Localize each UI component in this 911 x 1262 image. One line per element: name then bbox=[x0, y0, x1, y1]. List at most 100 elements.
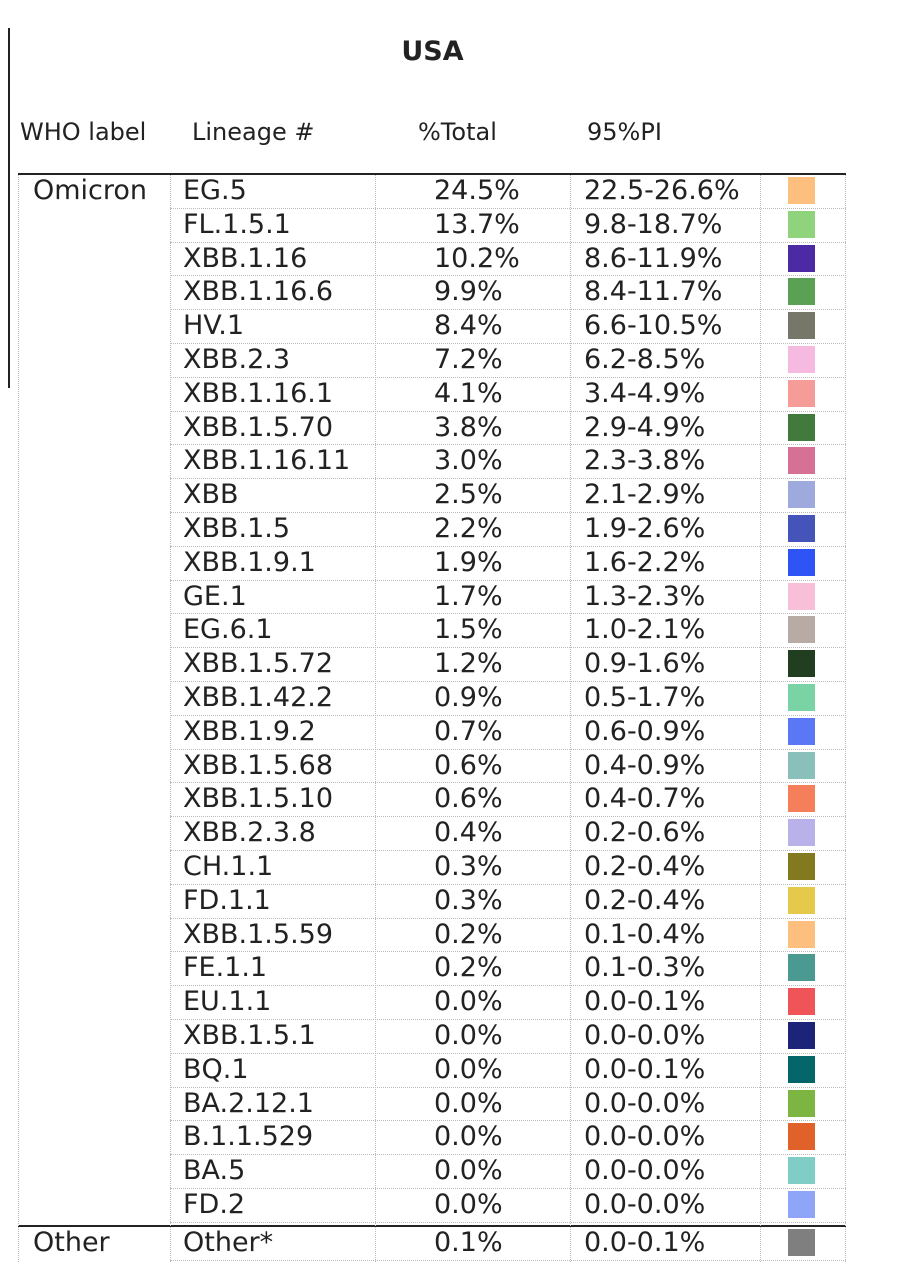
row-rule bbox=[170, 1259, 846, 1261]
row-rule bbox=[170, 951, 846, 953]
lineage: XBB.1.9.1 bbox=[183, 546, 316, 578]
interval: 0.0-0.0% bbox=[584, 1121, 706, 1153]
lineage: EG.5 bbox=[183, 175, 247, 206]
row-rule bbox=[170, 410, 846, 412]
group-rule bbox=[18, 1224, 846, 1227]
swatch bbox=[788, 548, 815, 576]
lineage: XBB.1.5 bbox=[183, 513, 291, 544]
row-rule bbox=[170, 883, 846, 885]
interval: 1.0-2.1% bbox=[584, 614, 706, 646]
interval: 0.1-0.4% bbox=[584, 918, 706, 950]
swatch bbox=[788, 988, 815, 1016]
swatch bbox=[788, 312, 815, 340]
swatch bbox=[788, 684, 815, 711]
lineage: FD.1.1 bbox=[183, 884, 271, 916]
swatch bbox=[788, 1123, 815, 1151]
interval: 0.0-0.0% bbox=[584, 1020, 706, 1051]
total: 0.0% bbox=[434, 986, 503, 1018]
lineage: XBB.1.5.59 bbox=[183, 918, 334, 950]
row-rule bbox=[170, 1154, 846, 1156]
interval: 0.4-0.9% bbox=[584, 749, 706, 781]
swatch bbox=[788, 717, 815, 745]
lineage: BQ.1 bbox=[183, 1053, 249, 1085]
swatch bbox=[788, 920, 815, 948]
total: 24.5% bbox=[434, 175, 520, 206]
total: 7.2% bbox=[434, 344, 503, 375]
row-rule bbox=[170, 1086, 846, 1088]
swatch bbox=[788, 1191, 815, 1218]
total: 9.9% bbox=[434, 276, 503, 308]
total: 8.4% bbox=[434, 310, 503, 342]
interval: 1.9-2.6% bbox=[584, 513, 706, 544]
total: 2.2% bbox=[434, 513, 503, 544]
total: 0.0% bbox=[434, 1189, 503, 1220]
row-rule bbox=[170, 647, 846, 649]
lineage: HV.1 bbox=[183, 310, 245, 342]
row-rule bbox=[170, 1120, 846, 1122]
row-rule bbox=[170, 985, 846, 987]
row-rule bbox=[170, 917, 846, 919]
lineage: XBB.1.5.68 bbox=[183, 749, 334, 781]
interval: 0.0-0.1% bbox=[584, 1226, 706, 1258]
interval: 0.4-0.7% bbox=[584, 783, 706, 815]
swatch bbox=[788, 785, 815, 813]
swatch bbox=[788, 582, 815, 610]
interval: 9.8-18.7% bbox=[584, 208, 723, 240]
row-rule bbox=[170, 343, 846, 344]
total: 0.0% bbox=[434, 1155, 503, 1187]
interval: 0.1-0.3% bbox=[584, 952, 706, 984]
lineage: XBB.2.3 bbox=[183, 344, 291, 375]
lineage: XBB.1.5.1 bbox=[183, 1020, 316, 1051]
row-rule bbox=[170, 579, 846, 581]
total: 0.3% bbox=[434, 851, 503, 882]
lineage: XBB.1.5.70 bbox=[183, 411, 334, 443]
total: 4.1% bbox=[434, 377, 503, 409]
column-rule bbox=[375, 175, 376, 1262]
interval: 1.3-2.3% bbox=[584, 580, 706, 612]
lineage: BA.2.12.1 bbox=[183, 1087, 314, 1119]
swatch bbox=[788, 1022, 815, 1049]
total: 1.9% bbox=[434, 546, 503, 578]
column-rule bbox=[845, 175, 846, 1262]
total: 0.4% bbox=[434, 817, 503, 849]
interval: 0.0-0.1% bbox=[584, 1053, 706, 1085]
swatch bbox=[788, 751, 815, 779]
total: 0.0% bbox=[434, 1121, 503, 1153]
swatch bbox=[788, 819, 815, 847]
swatch bbox=[788, 650, 815, 678]
interval: 2.1-2.9% bbox=[584, 479, 706, 511]
interval: 0.5-1.7% bbox=[584, 682, 706, 713]
interval: 0.0-0.1% bbox=[584, 986, 706, 1018]
row-rule bbox=[170, 512, 846, 513]
lineage: XBB.1.42.2 bbox=[183, 682, 334, 713]
interval: 6.6-10.5% bbox=[584, 310, 723, 342]
interval: 2.9-4.9% bbox=[584, 411, 706, 443]
lineage: FL.1.5.1 bbox=[183, 208, 291, 240]
column-rule bbox=[760, 175, 761, 1262]
row-rule bbox=[170, 275, 846, 277]
lineage: FE.1.1 bbox=[183, 952, 268, 984]
title: USA bbox=[401, 36, 464, 67]
row-rule bbox=[170, 545, 846, 547]
lineage: B.1.1.529 bbox=[183, 1121, 314, 1153]
row-rule bbox=[170, 1188, 846, 1189]
lineage: XBB.1.9.2 bbox=[183, 715, 316, 747]
total: 3.8% bbox=[434, 411, 503, 443]
row-rule bbox=[170, 681, 846, 682]
row-rule bbox=[170, 376, 846, 378]
total: 0.7% bbox=[434, 715, 503, 747]
lineage: XBB.1.5.10 bbox=[183, 783, 334, 815]
column-rule bbox=[18, 175, 19, 1262]
lineage: XBB bbox=[183, 479, 239, 511]
interval: 0.2-0.4% bbox=[584, 851, 706, 882]
column-rule bbox=[170, 175, 171, 1262]
row-rule bbox=[170, 444, 846, 446]
lineage: EG.6.1 bbox=[183, 614, 273, 646]
lineage: FD.2 bbox=[183, 1189, 246, 1220]
lineage: XBB.1.16 bbox=[183, 242, 308, 274]
total: 0.2% bbox=[434, 918, 503, 950]
swatch bbox=[788, 346, 815, 373]
swatch bbox=[788, 447, 815, 475]
total: 1.7% bbox=[434, 580, 503, 612]
swatch bbox=[788, 413, 815, 441]
